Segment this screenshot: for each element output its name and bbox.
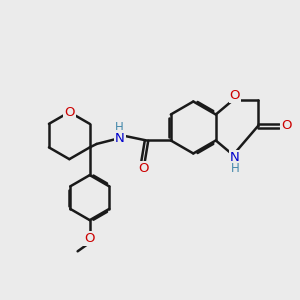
Text: O: O [85,232,95,245]
Text: H: H [115,121,123,134]
Text: N: N [115,131,125,145]
Text: N: N [230,151,240,164]
Text: O: O [64,106,75,118]
Text: O: O [281,119,292,132]
Text: O: O [138,162,148,176]
Text: H: H [230,162,239,175]
Text: O: O [230,89,240,102]
